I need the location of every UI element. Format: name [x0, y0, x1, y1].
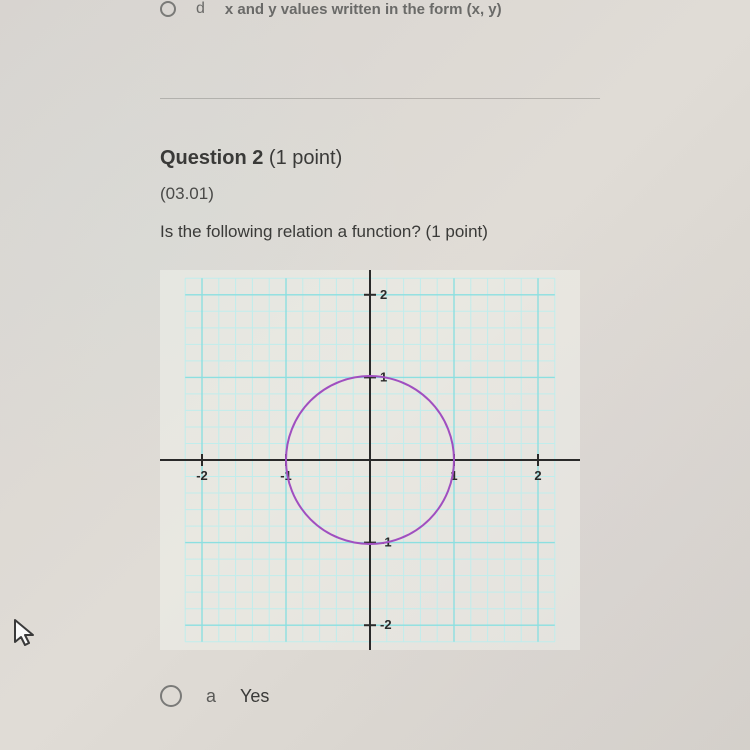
question-divider: [160, 98, 600, 99]
answer-options: a Yes: [160, 685, 750, 707]
svg-text:-2: -2: [196, 468, 208, 483]
option-text: Yes: [240, 686, 269, 707]
relation-graph: -2-112-2-112: [160, 270, 750, 655]
radio-icon[interactable]: [160, 685, 182, 707]
option-letter: d: [196, 0, 205, 18]
option-text: x and y values written in the form (x, y…: [225, 1, 502, 18]
question-block: Question 2 (1 point) (03.01) Is the foll…: [160, 147, 750, 707]
previous-question-option: d x and y values written in the form (x,…: [160, 0, 750, 18]
svg-text:-2: -2: [380, 617, 392, 632]
svg-text:2: 2: [534, 468, 541, 483]
question-title: Question 2 (1 point): [160, 147, 750, 170]
option-letter: a: [206, 686, 216, 707]
graph-svg: -2-112-2-112: [160, 270, 580, 650]
svg-text:2: 2: [380, 287, 387, 302]
question-prompt: Is the following relation a function? (1…: [160, 222, 750, 242]
question-number: Question 2: [160, 147, 269, 169]
question-points: (1 point): [269, 147, 342, 169]
question-code: (03.01): [160, 184, 750, 204]
radio-icon[interactable]: [160, 1, 176, 17]
option-row[interactable]: a Yes: [160, 685, 750, 707]
